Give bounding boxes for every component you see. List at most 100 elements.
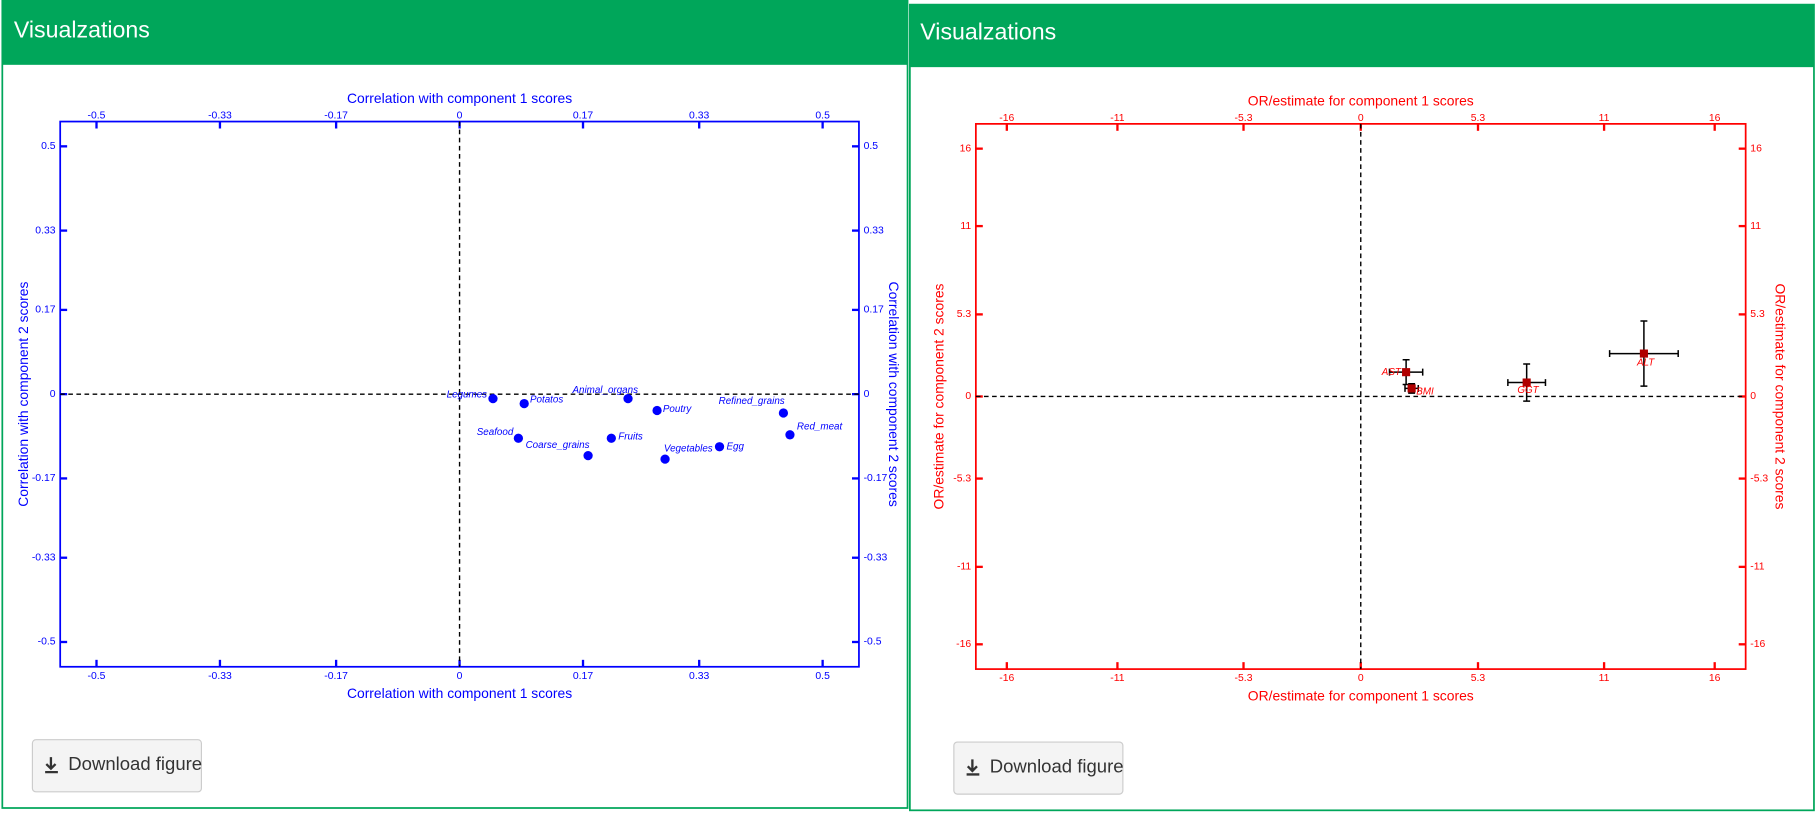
point-label: GGT	[1517, 385, 1539, 396]
x-tick-label: -16	[999, 673, 1014, 684]
point-label: Coarse_grains	[526, 440, 590, 451]
panel-header	[909, 4, 1814, 68]
panel	[909, 3, 1815, 812]
panel-title: Visualzations	[14, 16, 150, 42]
download-icon	[966, 759, 980, 776]
y-tick-label: 5.3	[1750, 309, 1765, 320]
x-tick-label: 0.5	[815, 111, 830, 122]
y-tick-label: 0.5	[41, 141, 56, 152]
download-button[interactable]: Download figure	[953, 741, 1124, 795]
panel	[1, 0, 909, 809]
point-label: AST	[1381, 367, 1402, 378]
x-tick-label: 5.3	[1471, 673, 1486, 684]
y-tick-label: 0.17	[864, 305, 884, 316]
point	[785, 430, 795, 440]
button-bg[interactable]	[953, 741, 1124, 795]
y-tick-label: 0	[1750, 391, 1756, 402]
download-icon	[45, 757, 58, 774]
y-tick-label: -11	[1750, 562, 1764, 573]
panel-title: Visualzations	[920, 19, 1056, 45]
x-tick-label: -0.5	[88, 111, 106, 122]
point-label: Red_meat	[797, 421, 844, 432]
x-axis-title: OR/estimate for component 1 scores	[1248, 93, 1474, 109]
y-tick-label: -16	[1750, 639, 1765, 650]
x-tick-label: 0	[1358, 113, 1364, 124]
point-label: Poutry	[663, 404, 692, 415]
point	[583, 450, 593, 461]
point-label: Vegetables	[664, 443, 713, 454]
x-tick-label: -0.33	[208, 671, 232, 682]
x-axis-title: OR/estimate for component 1 scores	[1248, 688, 1474, 704]
download-button[interactable]: Download figure	[31, 739, 203, 793]
x-tick-label: -16	[999, 113, 1014, 124]
point	[660, 454, 670, 464]
panel-header	[2, 0, 908, 65]
y-tick-label: 11	[1750, 221, 1761, 232]
y-tick-label: -5.3	[953, 473, 971, 484]
y-tick-label: 0	[50, 389, 56, 400]
y-tick-label: -0.5	[864, 637, 882, 648]
y-axis-title: Correlation with component 2 scores	[886, 282, 902, 507]
x-axis-title: Correlation with component 1 scores	[347, 90, 572, 106]
y-tick-label: -5.3	[1750, 473, 1768, 484]
y-axis-title: OR/estimate for component 2 scores	[1773, 284, 1789, 510]
button-bg[interactable]	[31, 739, 203, 793]
y-tick-label: 11	[960, 221, 971, 232]
x-axis-title: Correlation with component 1 scores	[347, 685, 572, 701]
point-label: BMI	[1416, 386, 1434, 397]
y-axis-title: OR/estimate for component 2 scores	[931, 283, 947, 509]
point-label: ALT	[1636, 357, 1655, 368]
point	[1402, 368, 1411, 377]
y-tick-label: 16	[960, 143, 972, 154]
y-tick-label: 0.33	[864, 225, 884, 236]
y-tick-label: -0.33	[32, 552, 56, 563]
x-tick-label: -0.17	[324, 111, 348, 122]
point-label: Refined_grains	[719, 396, 785, 407]
x-tick-label: 0.17	[573, 671, 593, 682]
y-tick-label: 16	[1750, 143, 1762, 154]
point	[606, 433, 616, 443]
point	[1522, 378, 1531, 387]
point-label: Animal_organs	[571, 385, 638, 396]
x-tick-label: 0.33	[689, 111, 709, 122]
x-tick-label: -11	[1110, 113, 1124, 124]
point	[652, 405, 662, 416]
point	[1639, 349, 1648, 358]
point	[513, 433, 524, 443]
point	[778, 408, 789, 418]
y-tick-label: -0.5	[38, 637, 56, 648]
x-tick-label: 5.3	[1471, 113, 1486, 124]
x-tick-label: 0.17	[573, 111, 593, 122]
x-tick-label: 11	[1599, 113, 1610, 124]
y-tick-label: 0	[864, 389, 870, 400]
y-tick-label: 0.17	[35, 305, 55, 316]
x-tick-label: -0.33	[208, 111, 232, 122]
point-label: Potatos	[530, 395, 563, 406]
button-label[interactable]: Download figure	[990, 755, 1124, 776]
button-label[interactable]: Download figure	[68, 753, 202, 774]
y-tick-label: 0.33	[35, 225, 55, 236]
point	[714, 442, 725, 452]
x-tick-label: 16	[1709, 673, 1721, 684]
x-tick-label: 11	[1599, 673, 1610, 684]
y-tick-label: -16	[956, 639, 971, 650]
point-label: Egg	[726, 441, 744, 452]
x-tick-label: -5.3	[1235, 673, 1253, 684]
x-tick-label: -0.17	[324, 671, 348, 682]
point	[1407, 384, 1416, 393]
point	[488, 393, 498, 404]
y-tick-label: -0.17	[864, 473, 888, 484]
point-label: Seafood	[477, 427, 514, 438]
x-tick-label: -0.5	[88, 671, 106, 682]
point-label: Legumes	[447, 390, 488, 401]
x-tick-label: -11	[1110, 673, 1124, 684]
point-label: Fruits	[618, 432, 643, 443]
y-tick-label: 5.3	[957, 309, 972, 320]
y-tick-label: 0.5	[864, 141, 879, 152]
x-tick-label: 16	[1709, 113, 1721, 124]
y-tick-label: 0	[965, 391, 971, 402]
y-tick-label: -0.33	[864, 552, 888, 563]
x-tick-label: 0	[457, 671, 463, 682]
